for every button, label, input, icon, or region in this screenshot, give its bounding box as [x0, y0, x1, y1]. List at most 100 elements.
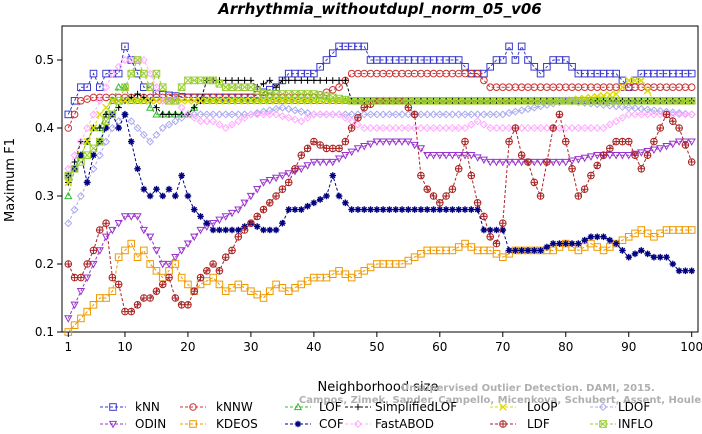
point-marker	[498, 219, 507, 227]
point-marker	[190, 287, 199, 296]
point-marker	[133, 123, 142, 133]
point-marker	[605, 152, 614, 160]
point-marker	[102, 103, 110, 112]
point-marker	[140, 69, 148, 78]
point-marker	[253, 212, 262, 221]
series-knn	[64, 42, 696, 119]
point-marker	[64, 110, 73, 119]
point-marker	[492, 123, 501, 133]
point-marker	[404, 110, 413, 119]
point-marker	[253, 97, 262, 105]
point-marker	[398, 123, 407, 133]
point-marker	[234, 233, 243, 241]
point-marker	[669, 260, 677, 268]
point-marker	[398, 110, 407, 119]
point-marker	[189, 420, 197, 428]
point-marker	[228, 284, 236, 292]
point-marker	[656, 124, 665, 132]
point-marker	[108, 226, 117, 235]
point-marker	[310, 97, 318, 105]
point-marker	[316, 63, 324, 71]
point-marker	[524, 56, 532, 64]
point-marker	[505, 123, 514, 133]
point-marker	[133, 213, 142, 221]
point-marker	[328, 158, 337, 167]
point-marker	[259, 90, 268, 98]
point-marker	[77, 138, 85, 145]
point-marker	[423, 185, 432, 193]
point-marker	[221, 97, 230, 105]
point-marker	[523, 104, 532, 113]
point-marker	[454, 123, 463, 133]
point-marker	[498, 110, 507, 119]
point-marker	[77, 97, 85, 105]
point-marker	[114, 253, 123, 261]
point-marker	[108, 97, 117, 105]
point-marker	[115, 104, 122, 111]
point-marker	[196, 273, 205, 282]
point-marker	[121, 83, 129, 92]
point-marker	[366, 123, 375, 133]
point-marker	[417, 171, 425, 180]
point-marker	[334, 155, 344, 163]
point-marker	[228, 77, 236, 84]
point-marker	[209, 226, 217, 234]
point-marker	[140, 246, 148, 255]
point-marker	[562, 240, 570, 247]
point-marker	[310, 69, 318, 78]
point-marker	[265, 106, 274, 115]
point-marker	[127, 97, 136, 105]
point-marker	[285, 206, 292, 213]
point-marker	[536, 123, 545, 133]
point-marker	[165, 273, 173, 282]
point-marker	[618, 152, 627, 160]
point-marker	[293, 402, 303, 411]
point-marker	[328, 85, 337, 94]
point-marker	[70, 301, 79, 310]
point-marker	[158, 260, 167, 269]
point-marker	[517, 106, 526, 115]
point-marker	[335, 144, 343, 153]
point-marker	[95, 96, 104, 105]
point-marker	[134, 165, 141, 173]
point-marker	[158, 123, 167, 133]
point-marker	[561, 137, 570, 146]
point-marker	[663, 253, 670, 261]
point-marker	[687, 83, 696, 91]
x-tick-label: 50	[369, 340, 384, 354]
point-marker	[586, 153, 596, 161]
point-marker	[328, 110, 337, 119]
point-marker	[297, 117, 306, 126]
series-line	[67, 112, 692, 272]
point-marker	[95, 110, 104, 119]
point-marker	[606, 236, 614, 244]
point-marker	[109, 403, 117, 411]
legend-label: LDOF	[618, 400, 650, 414]
point-marker	[662, 142, 671, 151]
point-marker	[442, 192, 450, 200]
point-marker	[637, 165, 646, 173]
point-marker	[473, 69, 482, 78]
point-marker	[228, 226, 236, 234]
point-marker	[108, 287, 117, 295]
point-marker	[89, 301, 98, 309]
point-marker	[127, 55, 136, 65]
point-marker	[366, 110, 375, 119]
point-marker	[537, 247, 544, 254]
x-tick-label: 30	[243, 340, 258, 354]
point-marker	[134, 90, 141, 98]
point-marker	[486, 233, 494, 241]
y-tick-label: 0.5	[35, 53, 54, 67]
legend-item-loop: LoOP	[490, 400, 558, 414]
point-marker	[342, 199, 349, 207]
point-marker	[467, 152, 476, 160]
x-tick-label: 20	[180, 340, 195, 354]
point-marker	[580, 98, 589, 107]
point-marker	[140, 97, 148, 105]
point-marker	[429, 192, 438, 200]
legend-label: KDEOS	[216, 417, 258, 431]
point-marker	[687, 158, 696, 166]
point-marker	[687, 226, 696, 234]
point-marker	[354, 114, 362, 122]
point-marker	[183, 110, 192, 119]
